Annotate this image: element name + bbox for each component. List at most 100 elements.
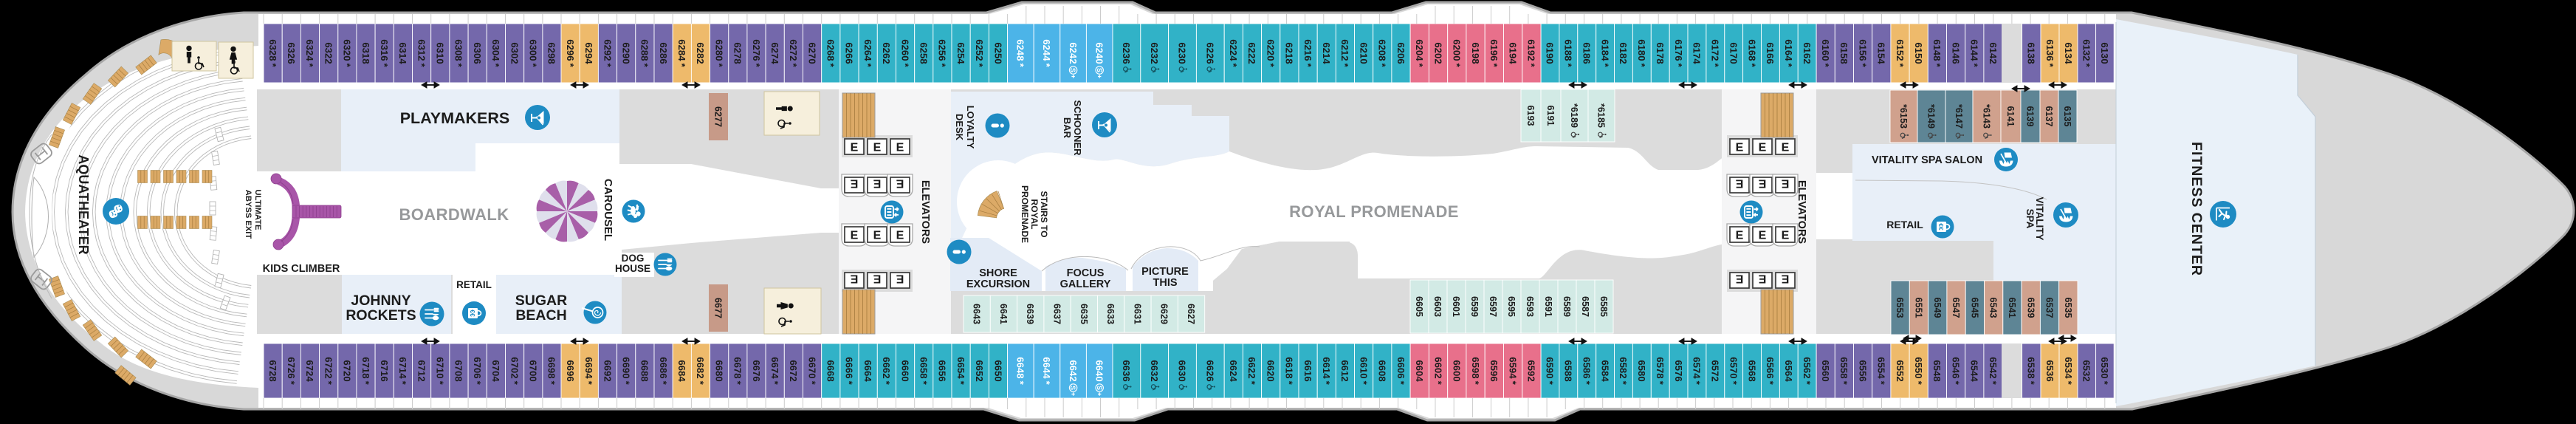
svg-text:6698*: 6698* <box>546 357 557 385</box>
svg-text:6310: 6310 <box>435 42 446 64</box>
svg-text:DESK: DESK <box>954 114 965 141</box>
svg-text:6530*: 6530* <box>2099 357 2110 385</box>
svg-text:6154: 6154 <box>1876 42 1887 64</box>
svg-text:6168*: 6168* <box>1746 39 1757 67</box>
svg-text:SUGAR: SUGAR <box>515 293 567 309</box>
svg-text:6543: 6543 <box>1988 297 1999 318</box>
svg-text:FOCUS: FOCUS <box>1067 267 1105 279</box>
svg-text:6622*: 6622* <box>1246 357 1257 385</box>
svg-text:6210: 6210 <box>1358 42 1369 64</box>
svg-text:6280*: 6280* <box>713 39 724 67</box>
svg-text:HOUSE: HOUSE <box>615 263 650 274</box>
svg-text:6254: 6254 <box>955 42 966 64</box>
svg-text:E: E <box>851 142 859 154</box>
svg-text:6547: 6547 <box>1951 297 1961 318</box>
svg-text:6572: 6572 <box>1710 360 1721 381</box>
svg-text:VITALITY SPA SALON: VITALITY SPA SALON <box>1872 154 1982 166</box>
svg-text:E: E <box>1736 230 1744 242</box>
svg-text:6180*: 6180* <box>1636 39 1647 67</box>
svg-text:6639: 6639 <box>1025 304 1035 324</box>
svg-text:6551: 6551 <box>1914 297 1924 318</box>
svg-text:6680: 6680 <box>713 360 724 381</box>
svg-text:6286: 6286 <box>658 42 669 64</box>
svg-text:6308*: 6308* <box>453 39 464 67</box>
svg-text:€€: €€ <box>1937 223 1945 230</box>
svg-text:PICTURE: PICTURE <box>1141 266 1189 278</box>
svg-text:6662*: 6662* <box>881 357 892 385</box>
svg-text:6591: 6591 <box>1543 296 1553 317</box>
svg-text:6640: 6640 <box>1093 360 1105 381</box>
svg-text:GALLERY: GALLERY <box>1060 278 1111 290</box>
svg-text:6274: 6274 <box>769 42 780 64</box>
svg-text:*6147: *6147 <box>1954 104 1964 129</box>
svg-text:6584: 6584 <box>1599 360 1610 382</box>
svg-text:6714*: 6714* <box>397 357 408 385</box>
svg-text:6288*: 6288* <box>639 39 650 67</box>
svg-text:DOG: DOG <box>622 253 645 264</box>
svg-text:6630: 6630 <box>1177 360 1188 381</box>
svg-text:6620: 6620 <box>1265 360 1276 381</box>
svg-text:6664: 6664 <box>862 360 873 382</box>
svg-text:6156*: 6156* <box>1857 39 1868 67</box>
svg-text:6236: 6236 <box>1121 42 1132 64</box>
svg-text:ABYSS EXIT: ABYSS EXIT <box>244 190 253 239</box>
svg-text:6670*: 6670* <box>806 357 817 385</box>
svg-text:6276*: 6276* <box>751 39 762 67</box>
svg-text:ROCKETS: ROCKETS <box>346 307 416 324</box>
svg-text:6616: 6616 <box>1302 360 1313 381</box>
svg-text:6606*: 6606* <box>1395 357 1407 385</box>
svg-text:6592: 6592 <box>1526 360 1537 381</box>
svg-text:6178: 6178 <box>1655 42 1666 64</box>
svg-text:6692: 6692 <box>602 360 613 381</box>
svg-text:6568: 6568 <box>1746 360 1757 381</box>
svg-text:E: E <box>1759 230 1767 242</box>
svg-text:6135: 6135 <box>2062 106 2072 126</box>
svg-text:6694*: 6694* <box>583 357 594 385</box>
svg-text:6242: 6242 <box>1068 42 1079 64</box>
svg-text:6706*: 6706* <box>472 357 483 385</box>
svg-text:6720: 6720 <box>342 360 353 381</box>
svg-text:6590*: 6590* <box>1545 357 1556 385</box>
svg-text:6637: 6637 <box>1052 304 1062 324</box>
svg-text:*6189: *6189 <box>1569 103 1579 128</box>
svg-text:6629: 6629 <box>1159 304 1169 324</box>
svg-text:E: E <box>1782 230 1790 242</box>
svg-text:E: E <box>1758 273 1766 285</box>
svg-text:6193: 6193 <box>1525 105 1536 126</box>
svg-text:6196*: 6196* <box>1488 39 1500 67</box>
svg-text:CAROUSEL: CAROUSEL <box>602 179 614 241</box>
svg-text:6272*: 6272* <box>788 39 799 67</box>
svg-text:E: E <box>896 230 904 242</box>
svg-text:6624: 6624 <box>1228 360 1239 382</box>
svg-text:6322: 6322 <box>323 42 334 64</box>
svg-text:S: S <box>1096 386 1103 390</box>
svg-text:BAR: BAR <box>1062 117 1073 139</box>
svg-text:6597: 6597 <box>1488 296 1498 317</box>
svg-text:6585: 6585 <box>1598 296 1609 317</box>
svg-text:E: E <box>1735 273 1743 285</box>
svg-text:LOYALTY: LOYALTY <box>965 106 976 149</box>
svg-text:BEACH: BEACH <box>515 307 566 324</box>
svg-text:6566*: 6566* <box>1765 357 1776 385</box>
svg-text:6564: 6564 <box>1783 360 1794 382</box>
svg-text:6170: 6170 <box>1728 42 1739 64</box>
svg-text:SHORE: SHORE <box>979 267 1017 279</box>
svg-text:ULTIMATE: ULTIMATE <box>253 190 262 230</box>
svg-text:6296*: 6296* <box>565 39 576 67</box>
svg-text:6174: 6174 <box>1691 42 1703 64</box>
svg-text:6580: 6580 <box>1636 360 1647 381</box>
svg-text:6686*: 6686* <box>658 357 669 385</box>
svg-text:6652: 6652 <box>974 360 985 381</box>
svg-text:E: E <box>1759 142 1767 154</box>
svg-text:6230: 6230 <box>1177 42 1188 64</box>
svg-text:6136*: 6136* <box>2044 39 2055 67</box>
svg-text:6578*: 6578* <box>1655 357 1666 385</box>
svg-text:E: E <box>850 273 858 285</box>
svg-text:6148*: 6148* <box>1931 39 1943 67</box>
svg-text:6535: 6535 <box>2063 297 2073 318</box>
svg-text:6648*: 6648* <box>1015 357 1026 385</box>
svg-text:6314: 6314 <box>397 42 408 64</box>
svg-text:E: E <box>1736 142 1744 154</box>
svg-text:6277: 6277 <box>713 106 724 127</box>
svg-text:6549: 6549 <box>1932 297 1943 318</box>
